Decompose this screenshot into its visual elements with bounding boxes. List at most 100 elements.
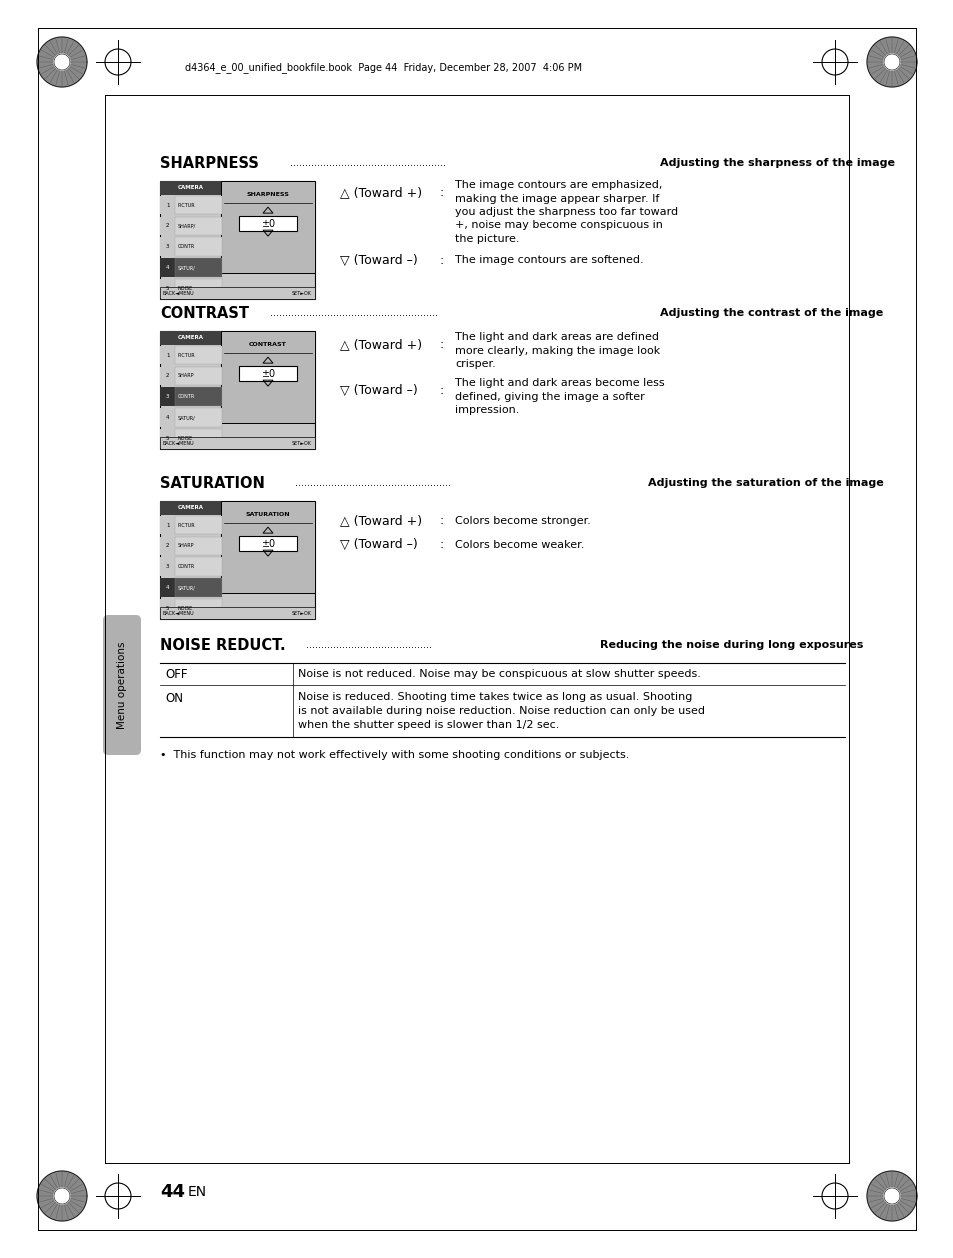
Text: •  This function may not work effectively with some shooting conditions or subje: • This function may not work effectively… — [160, 750, 629, 760]
Text: SHARP: SHARP — [177, 374, 193, 379]
Polygon shape — [37, 36, 87, 87]
Text: PICTUR: PICTUR — [177, 352, 195, 357]
Text: Noise is not reduced. Noise may be conspicuous at slow shutter speeds.: Noise is not reduced. Noise may be consp… — [297, 669, 700, 679]
Text: 3: 3 — [166, 394, 170, 399]
Bar — [175, 557, 222, 576]
Text: CONTR: CONTR — [177, 565, 194, 570]
Polygon shape — [883, 1188, 899, 1204]
Text: 5: 5 — [166, 286, 170, 291]
Text: 44: 44 — [160, 1183, 185, 1201]
Text: NOISE: NOISE — [177, 286, 193, 291]
FancyBboxPatch shape — [103, 615, 141, 755]
Bar — [175, 387, 222, 406]
Text: 4: 4 — [166, 585, 170, 590]
Text: BACK◄MENU: BACK◄MENU — [163, 440, 194, 445]
Text: CONTRAST: CONTRAST — [249, 342, 287, 347]
Bar — [221, 501, 314, 593]
Text: :: : — [439, 186, 444, 200]
Text: 1: 1 — [166, 203, 170, 208]
Text: is not available during noise reduction. Noise reduction can only be used: is not available during noise reduction.… — [297, 706, 704, 716]
Bar — [175, 216, 222, 235]
Bar — [238, 536, 296, 551]
Text: when the shutter speed is slower than 1/2 sec.: when the shutter speed is slower than 1/… — [297, 720, 558, 730]
Bar — [160, 181, 314, 299]
Text: ▽ (Toward –): ▽ (Toward –) — [339, 385, 417, 398]
Text: SATUR/: SATUR/ — [177, 415, 195, 420]
Text: the picture.: the picture. — [455, 234, 519, 244]
Text: ........................................................: ........................................… — [270, 308, 437, 318]
Polygon shape — [37, 1171, 87, 1222]
Bar — [160, 181, 222, 195]
Text: Reducing the noise during long exposures: Reducing the noise during long exposures — [599, 640, 862, 650]
Text: The image contours are emphasized,: The image contours are emphasized, — [455, 180, 661, 190]
Text: The image contours are softened.: The image contours are softened. — [455, 255, 643, 265]
Bar — [175, 516, 222, 535]
Text: SHARP/: SHARP/ — [177, 224, 195, 229]
Bar — [175, 579, 222, 598]
Polygon shape — [866, 1171, 916, 1222]
Bar — [160, 216, 175, 235]
Text: △ (Toward +): △ (Toward +) — [339, 338, 421, 351]
Bar — [175, 195, 222, 214]
Text: SATUR/: SATUR/ — [177, 265, 195, 270]
Polygon shape — [54, 1188, 70, 1204]
Text: ..........................................: ........................................… — [306, 640, 432, 650]
Polygon shape — [866, 36, 916, 87]
Text: BACK◄MENU: BACK◄MENU — [163, 291, 194, 296]
Text: BACK◄MENU: BACK◄MENU — [163, 610, 194, 615]
Text: +, noise may become conspicuous in: +, noise may become conspicuous in — [455, 220, 662, 230]
Text: CONTR: CONTR — [177, 244, 194, 249]
Text: OFF: OFF — [165, 668, 188, 681]
Text: CONTRAST: CONTRAST — [160, 306, 249, 321]
Text: SHARP: SHARP — [177, 543, 193, 548]
Text: 3: 3 — [166, 244, 170, 249]
Text: SHARPNESS: SHARPNESS — [246, 192, 289, 198]
Bar — [160, 238, 175, 257]
Bar — [175, 429, 222, 448]
Text: PICTUR: PICTUR — [177, 522, 195, 527]
Text: NOISE: NOISE — [177, 606, 193, 611]
Bar — [221, 181, 314, 273]
Text: Colors become weaker.: Colors become weaker. — [455, 540, 584, 550]
Text: Colors become stronger.: Colors become stronger. — [455, 516, 590, 526]
Bar — [160, 366, 175, 385]
Text: :: : — [439, 254, 444, 267]
Text: Adjusting the sharpness of the image: Adjusting the sharpness of the image — [659, 159, 894, 169]
Text: NOISE: NOISE — [177, 437, 193, 442]
Text: SET►OK: SET►OK — [292, 291, 312, 296]
Text: CAMERA: CAMERA — [178, 506, 204, 511]
Text: ▽ (Toward –): ▽ (Toward –) — [339, 254, 417, 267]
Bar — [175, 409, 222, 426]
Text: ON: ON — [165, 692, 183, 706]
Text: 1: 1 — [166, 352, 170, 357]
Bar — [175, 536, 222, 555]
Text: SET►OK: SET►OK — [292, 440, 312, 445]
Text: 1: 1 — [166, 522, 170, 527]
Bar — [175, 258, 222, 277]
Bar — [175, 599, 222, 618]
Bar — [160, 409, 175, 426]
Text: 5: 5 — [166, 437, 170, 442]
Bar — [160, 438, 314, 449]
Text: making the image appear sharper. If: making the image appear sharper. If — [455, 194, 659, 204]
Text: 5: 5 — [166, 606, 170, 611]
Bar — [160, 536, 175, 555]
Text: ±0: ±0 — [261, 369, 274, 379]
Text: EN: EN — [188, 1185, 207, 1199]
Text: SET►OK: SET►OK — [292, 610, 312, 615]
Text: d4364_e_00_unified_bookfile.book  Page 44  Friday, December 28, 2007  4:06 PM: d4364_e_00_unified_bookfile.book Page 44… — [185, 63, 581, 73]
Bar — [160, 608, 314, 619]
Polygon shape — [883, 54, 899, 70]
Text: SATUR/: SATUR/ — [177, 585, 195, 590]
Bar — [175, 346, 222, 365]
Text: Noise is reduced. Shooting time takes twice as long as usual. Shooting: Noise is reduced. Shooting time takes tw… — [297, 692, 692, 702]
Bar — [160, 387, 175, 406]
Text: ▽ (Toward –): ▽ (Toward –) — [339, 538, 417, 551]
Text: SATURATION: SATURATION — [246, 512, 290, 517]
Text: 4: 4 — [166, 415, 170, 420]
Bar — [160, 331, 314, 449]
Text: :: : — [439, 338, 444, 351]
Bar — [160, 501, 314, 619]
Text: Adjusting the contrast of the image: Adjusting the contrast of the image — [659, 308, 882, 318]
Bar — [160, 346, 175, 365]
